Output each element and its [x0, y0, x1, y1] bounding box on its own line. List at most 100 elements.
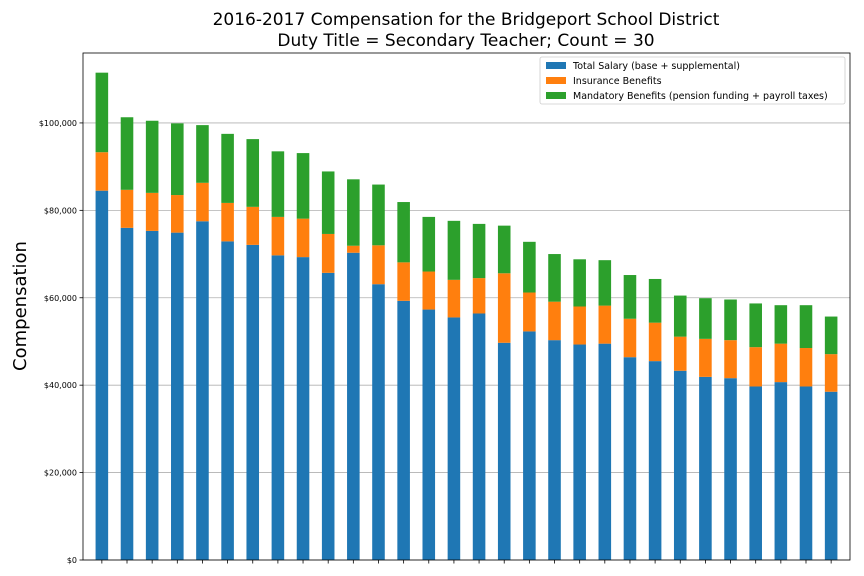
bars — [95, 72, 838, 561]
legend-swatch — [546, 62, 566, 69]
bar-segment-series-3 — [774, 305, 788, 344]
bar-segment-series-1 — [296, 257, 310, 560]
bar-segment-series-1 — [497, 342, 511, 560]
bar-segment-series-2 — [221, 202, 234, 242]
bar-segment-series-2 — [673, 336, 687, 371]
bar-segment-series-1 — [221, 241, 234, 561]
bar-segment-series-2 — [497, 273, 511, 343]
bar-segment-series-3 — [196, 125, 209, 183]
bar-segment-series-1 — [447, 317, 461, 560]
plot-frame — [82, 52, 851, 561]
bar-segment-series-2 — [321, 233, 335, 273]
bar-segment-series-2 — [523, 292, 536, 332]
bar-segment-series-3 — [573, 259, 586, 307]
bar-segment-series-2 — [623, 318, 637, 358]
bar-segment-series-3 — [447, 220, 461, 280]
bar-segment-series-1 — [799, 386, 813, 560]
bar-segment-series-3 — [397, 202, 410, 263]
y-tick-label: $80,000 — [44, 206, 77, 215]
bar-segment-series-1 — [573, 344, 586, 560]
legend: Total Salary (base + supplemental) Insura… — [539, 56, 846, 105]
legend-entry: Total Salary (base + supplemental) — [572, 61, 740, 72]
bar-segment-series-2 — [699, 338, 712, 377]
bar-segment-series-2 — [171, 195, 184, 233]
bar-segment-series-2 — [271, 216, 285, 256]
bar-segment-series-1 — [145, 230, 159, 560]
bar-segment-series-3 — [372, 184, 385, 246]
axes: $0 $20,000 $40,000 $60,000 $80,000 $100,000 — [39, 52, 851, 565]
legend-entry: Insurance Benefits — [573, 76, 662, 87]
bar-segment-series-3 — [171, 123, 184, 196]
bar-segment-series-3 — [749, 303, 762, 348]
bar-segment-series-2 — [372, 245, 385, 285]
bar-segment-series-3 — [321, 171, 335, 234]
y-tick-label: $0 — [67, 556, 77, 565]
bar-segment-series-1 — [347, 252, 360, 560]
bar-segment-series-1 — [699, 376, 712, 560]
bar-segment-series-2 — [120, 189, 134, 228]
bar-segment-series-2 — [548, 301, 561, 341]
bar-segment-series-1 — [422, 309, 436, 560]
bar-segment-series-1 — [95, 190, 109, 560]
bar-segment-series-3 — [95, 72, 109, 153]
bar-segment-series-3 — [246, 139, 260, 207]
bar-segment-series-1 — [548, 340, 561, 560]
bar-segment-series-1 — [523, 331, 536, 560]
bar-segment-series-2 — [95, 152, 109, 191]
bar-segment-series-2 — [246, 206, 260, 245]
bar-segment-series-2 — [447, 279, 461, 318]
bar-segment-series-2 — [145, 192, 159, 231]
bar-segment-series-3 — [120, 117, 134, 190]
bar-segment-series-2 — [598, 305, 612, 344]
bar-segment-series-3 — [623, 275, 637, 319]
bar-segment-series-3 — [221, 133, 234, 203]
bar-segment-series-1 — [623, 357, 637, 560]
bar-segment-series-3 — [673, 295, 687, 337]
bar-segment-series-3 — [347, 179, 360, 246]
bar-segment-series-1 — [749, 386, 762, 560]
bar-segment-series-2 — [799, 348, 813, 387]
bar-segment-series-2 — [196, 182, 209, 222]
bar-segment-series-1 — [120, 227, 134, 561]
bar-segment-series-1 — [397, 300, 410, 560]
bar-segment-series-2 — [573, 306, 586, 345]
bar-segment-series-2 — [774, 343, 788, 383]
bar-segment-series-1 — [171, 232, 184, 560]
legend-box — [539, 56, 846, 105]
bar-segment-series-3 — [472, 223, 486, 279]
bar-segment-series-3 — [422, 216, 436, 272]
y-axis-label: Compensation — [10, 241, 31, 371]
bar-segment-series-1 — [824, 391, 838, 560]
bar-segment-series-1 — [673, 370, 687, 560]
bar-segment-series-2 — [648, 322, 662, 362]
bar-segment-series-3 — [648, 278, 662, 323]
bar-segment-series-3 — [799, 305, 813, 349]
bar-segment-series-3 — [724, 299, 737, 341]
chart-title-line-1: 2016-2017 Compensation for the Bridgepor… — [213, 10, 720, 30]
legend-swatch — [546, 92, 566, 99]
bar-segment-series-1 — [246, 244, 260, 560]
bar-segment-series-1 — [598, 343, 612, 560]
bar-segment-series-1 — [271, 255, 285, 561]
bar-segment-series-1 — [372, 284, 385, 560]
bar-segment-series-2 — [397, 262, 410, 301]
bar-segment-series-3 — [699, 298, 712, 339]
bar-segment-series-1 — [774, 382, 788, 560]
y-tick-label: $60,000 — [44, 294, 77, 303]
y-tick-label: $40,000 — [44, 381, 77, 390]
bar-segment-series-1 — [648, 361, 662, 560]
bar-segment-series-3 — [296, 153, 310, 219]
bar-segment-series-2 — [824, 354, 838, 392]
bar-segment-series-2 — [422, 271, 436, 310]
bar-segment-series-1 — [321, 272, 335, 560]
bar-segment-series-2 — [724, 340, 737, 379]
bar-segment-series-3 — [523, 241, 536, 293]
bar-segment-series-3 — [824, 316, 838, 355]
bar-segment-series-2 — [296, 218, 310, 258]
y-tick-label: $100,000 — [39, 119, 77, 128]
bar-segment-series-1 — [472, 313, 486, 560]
y-tick-label: $20,000 — [44, 469, 77, 478]
legend-swatch — [546, 77, 566, 84]
bar-segment-series-3 — [271, 151, 285, 217]
